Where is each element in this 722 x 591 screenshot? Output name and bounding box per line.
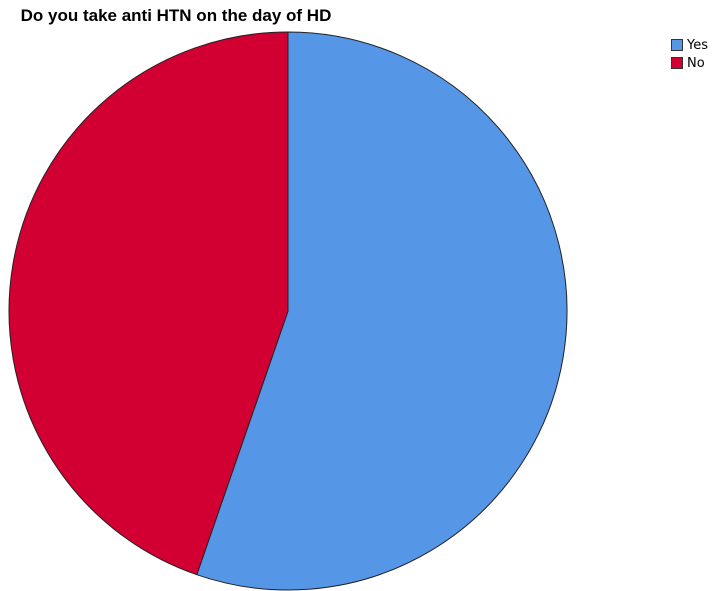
pie-slice-no (8, 31, 289, 576)
legend-item-yes: Yes (671, 36, 708, 54)
chart-title: Do you take anti HTN on the day of HD (20, 6, 332, 25)
legend-label-yes: Yes (687, 37, 708, 53)
legend: Yes No (671, 36, 708, 72)
legend-swatch-no (671, 57, 683, 69)
legend-item-no: No (671, 54, 708, 72)
legend-label-no: No (687, 55, 705, 71)
legend-swatch-yes (671, 39, 683, 51)
pie-slice-yes (196, 31, 568, 591)
